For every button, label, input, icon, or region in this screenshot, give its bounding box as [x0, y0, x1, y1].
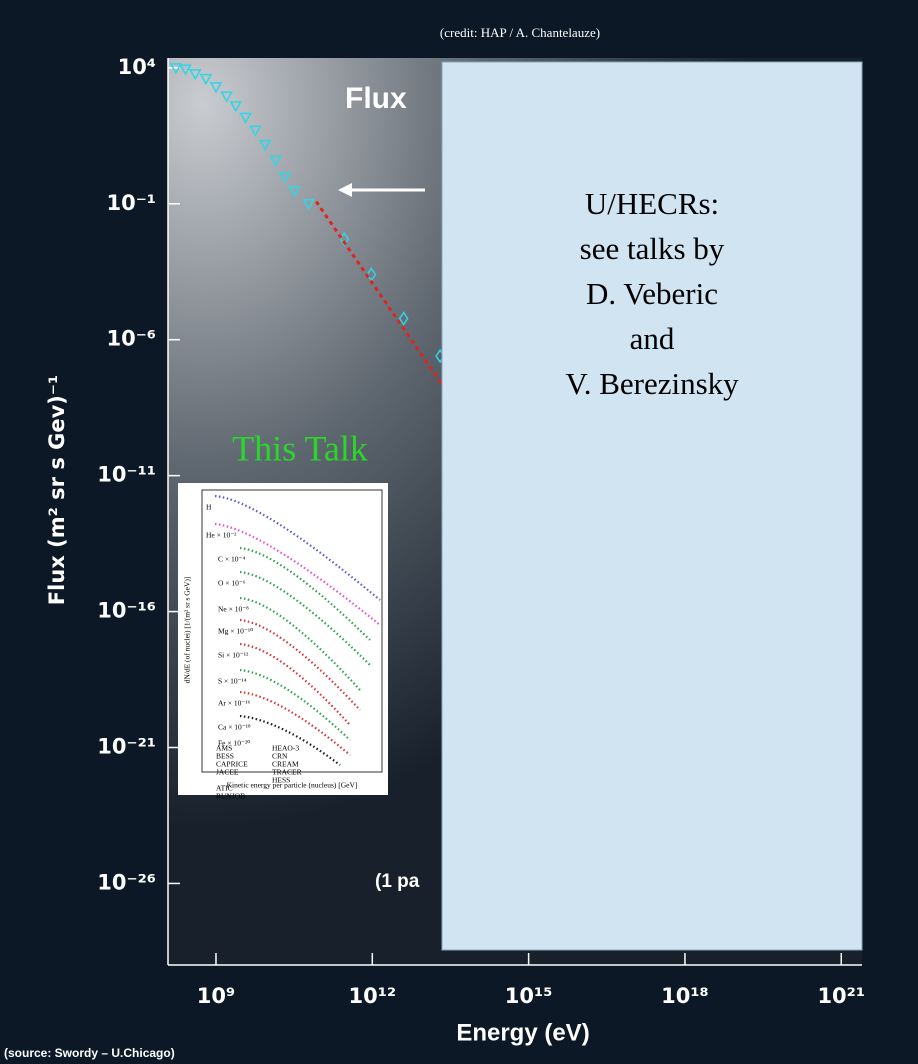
- this-talk: This Talk: [232, 428, 368, 468]
- overlay-text: U/HECRs:: [585, 186, 719, 221]
- point: [278, 171, 292, 184]
- x-tick-label: 10²¹: [817, 984, 865, 1008]
- inset-y-label: dN/dE (of nuclei) [1/(m² sr s GeV)]: [183, 577, 192, 684]
- x-tick-label: 10⁹: [197, 984, 235, 1008]
- arrow-head: [338, 183, 352, 197]
- inset-element: H: [206, 503, 212, 512]
- inset-curve: [239, 690, 351, 756]
- point: [169, 63, 183, 75]
- point: [249, 125, 262, 137]
- y-tick-label: 10⁴: [118, 55, 156, 79]
- overlay-box: [441, 61, 863, 951]
- inset-frame: [201, 489, 383, 773]
- point: [199, 73, 213, 86]
- point: [258, 139, 272, 152]
- inset-element: Ar × 10⁻¹⁶: [218, 699, 251, 708]
- inset-element: Ne × 10⁻⁸: [218, 605, 249, 614]
- x-tick-label: 10¹⁸: [661, 984, 709, 1008]
- inset-element: O × 10⁻⁶: [218, 579, 246, 588]
- y-tick-label: 10⁻¹⁶: [97, 599, 156, 623]
- point: [229, 101, 243, 113]
- inset-element: C × 10⁻⁴: [218, 555, 245, 564]
- inset-curve: [239, 642, 351, 726]
- x-axis-title: Energy (eV): [456, 1019, 589, 1046]
- inset-legend: HEAO-3: [272, 744, 299, 753]
- overlay-text: see talks by: [580, 231, 725, 266]
- y-tick-label: 10⁻²¹: [97, 735, 156, 759]
- inset-x-label: Kinetic energy per particle (nucleus) [G…: [227, 781, 358, 790]
- inset-legend: ATIC: [216, 784, 233, 793]
- inset-curves: [214, 494, 381, 766]
- point: [239, 112, 252, 124]
- inset-element: Si × 10⁻¹²: [218, 651, 249, 660]
- inset-legend: AMS: [216, 744, 232, 753]
- point: [398, 311, 409, 326]
- point: [209, 82, 223, 94]
- inset-legend: HESS: [272, 776, 290, 785]
- chart-title: Flux: [345, 82, 407, 115]
- inset-element: He × 10⁻²: [206, 531, 237, 540]
- inset: H He × 10⁻² C × 10⁻⁴ O × 10⁻⁶ Ne × 10⁻⁸ Mg × …: [178, 483, 388, 801]
- x-tick-label: 10¹²: [348, 984, 396, 1008]
- overlay-text: D. Veberic: [586, 276, 718, 311]
- inset-legend: JACEE: [216, 768, 239, 777]
- point: [188, 69, 202, 81]
- inset-curve: [239, 618, 361, 711]
- point: [179, 64, 192, 76]
- inset-legend: BESS: [216, 752, 234, 761]
- inset-curve: [214, 522, 381, 626]
- annotation: (1 pa: [375, 871, 420, 892]
- y-axis-title: Flux (m² sr s Gev)⁻¹: [45, 375, 69, 605]
- inset-element: Mg × 10⁻¹⁰: [218, 627, 253, 636]
- inset-bg: [178, 483, 388, 795]
- point: [302, 199, 315, 211]
- inset-legend: TRACER: [272, 768, 302, 777]
- inset-element: Ca × 10⁻¹⁸: [218, 723, 251, 732]
- point: [288, 186, 301, 198]
- point: [269, 155, 282, 167]
- inset-element: S × 10⁻¹⁴: [218, 677, 247, 686]
- inset-legend: CREAM: [272, 760, 299, 769]
- y-tick-label: 10⁻¹: [106, 191, 156, 215]
- inset-legend: CRN: [272, 752, 288, 761]
- x-tick-label: 10¹⁵: [505, 984, 553, 1008]
- source: (source: Swordy – U.Chicago): [4, 1046, 175, 1060]
- inset-legend: RUNJOB: [216, 792, 245, 801]
- y-tick-label: 10⁻²⁶: [97, 870, 156, 894]
- inset-curve: [239, 714, 341, 766]
- inset-legend: CAPRICE: [216, 760, 248, 769]
- y-tick-label: 10⁻⁶: [106, 327, 156, 351]
- y-tick-label: 10⁻¹¹: [97, 463, 156, 487]
- credit: (credit: HAP / A. Chantelauze): [440, 25, 600, 40]
- inset-curve: [239, 596, 361, 691]
- overlay-text: and: [630, 321, 675, 356]
- point: [220, 91, 233, 103]
- overlay-text: V. Berezinsky: [565, 366, 739, 401]
- inset-curve: [214, 494, 381, 601]
- inset-element: Fe × 10⁻²⁰: [218, 739, 250, 748]
